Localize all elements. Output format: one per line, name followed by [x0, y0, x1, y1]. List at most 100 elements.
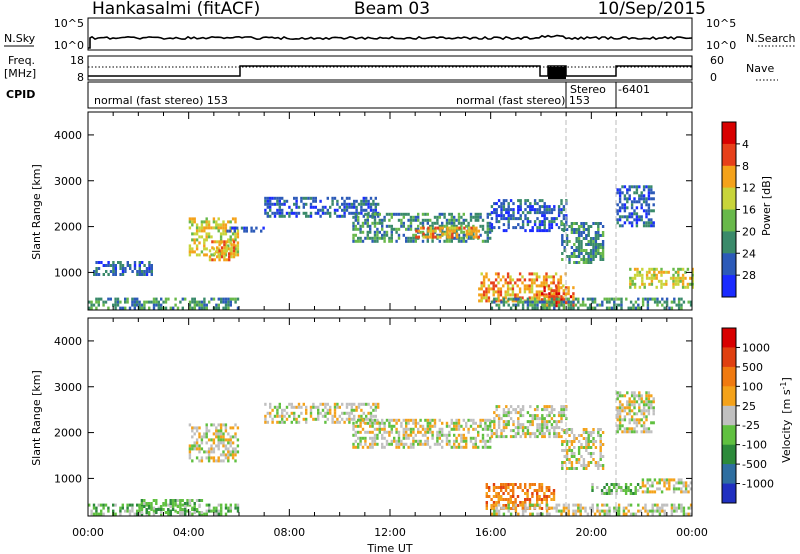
echo-cell	[212, 432, 216, 436]
echo-cell	[524, 435, 527, 439]
echo-cell	[623, 427, 627, 431]
echo-cell	[502, 506, 506, 510]
echo-cell	[597, 431, 600, 434]
echo-cell	[273, 214, 277, 218]
echo-cell	[112, 261, 115, 264]
echo-cell	[497, 214, 501, 218]
echo-cell	[462, 439, 465, 443]
echo-cell	[336, 214, 339, 218]
echo-cell	[562, 214, 566, 218]
echo-cell	[474, 442, 477, 446]
echo-cell	[557, 286, 561, 290]
echo-cell	[307, 196, 310, 200]
echo-cell	[545, 420, 549, 424]
echo-cell	[541, 417, 544, 421]
echo-cell	[573, 440, 576, 443]
echo-cell	[629, 285, 632, 289]
echo-cell	[281, 208, 284, 212]
echo-cell	[350, 405, 353, 409]
echo-cell	[545, 512, 549, 516]
echo-cell	[587, 240, 590, 243]
echo-cell	[217, 441, 220, 445]
echo-cell	[674, 279, 678, 283]
echo-cell	[677, 267, 680, 271]
echo-cell	[429, 229, 432, 233]
colorbar-tick-label: -500	[742, 458, 767, 471]
echo-cell	[626, 218, 629, 222]
echo-cell	[638, 409, 641, 413]
echo-cell	[613, 300, 616, 304]
echo-cell	[653, 490, 657, 494]
echo-cell	[216, 249, 219, 253]
echo-cell	[121, 506, 124, 510]
echo-cell	[266, 411, 269, 415]
echo-cell	[222, 226, 225, 230]
echo-cell	[543, 432, 546, 436]
echo-cell	[216, 240, 219, 244]
echo-cell	[543, 214, 546, 218]
echo-cell	[493, 202, 496, 206]
echo-cell	[652, 224, 655, 228]
echo-cell	[448, 439, 451, 443]
echo-cell	[689, 503, 693, 507]
echo-cell	[512, 202, 515, 206]
echo-cell	[305, 202, 308, 206]
echo-cell	[542, 275, 546, 279]
echo-cell	[519, 208, 522, 212]
echo-cell	[632, 492, 635, 495]
echo-cell	[229, 235, 232, 239]
echo-cell	[160, 512, 163, 516]
echo-cell	[626, 403, 629, 407]
echo-cell	[573, 452, 576, 455]
echo-cell	[361, 436, 365, 440]
echo-cell	[662, 270, 666, 274]
echo-cell	[616, 218, 619, 222]
echo-cell	[538, 211, 542, 215]
echo-cell	[448, 235, 452, 239]
echo-cell	[577, 458, 581, 461]
echo-cell	[636, 270, 639, 274]
echo-cell	[545, 405, 549, 409]
echo-cell	[148, 267, 151, 270]
echo-cell	[502, 214, 506, 218]
echo-cell	[371, 421, 374, 425]
echo-cell	[670, 503, 674, 507]
echo-cell	[331, 202, 334, 206]
echo-cell	[555, 420, 558, 424]
echo-cell	[385, 430, 389, 434]
echo-cell	[465, 229, 468, 233]
echo-cell	[630, 206, 634, 210]
echo-cell	[232, 255, 236, 259]
echo-cell	[443, 224, 446, 228]
echo-cell	[236, 426, 240, 430]
echo-cell	[234, 247, 237, 251]
echo-cell	[326, 196, 329, 200]
echo-cell	[548, 292, 551, 296]
echo-cell	[672, 282, 675, 286]
echo-cell	[663, 481, 666, 485]
echo-cell	[186, 502, 189, 505]
echo-cell	[369, 405, 373, 409]
echo-cell	[568, 428, 571, 431]
echo-cell	[295, 205, 298, 209]
echo-cell	[326, 408, 329, 412]
echo-cell	[541, 408, 544, 412]
echo-cell	[638, 418, 641, 422]
echo-cell	[630, 403, 634, 407]
echo-cell	[497, 303, 501, 307]
cpid-segment-3: Stereo	[570, 83, 606, 96]
echo-cell	[150, 267, 153, 270]
echo-cell	[506, 284, 510, 288]
echo-cell	[646, 300, 650, 304]
echo-cell	[633, 427, 636, 431]
echo-cell	[490, 223, 494, 227]
echo-cell	[652, 197, 655, 201]
echo-cell	[617, 512, 621, 516]
echo-cell	[126, 509, 129, 513]
echo-cell	[305, 408, 308, 412]
echo-cell	[107, 261, 110, 264]
echo-cell	[138, 505, 141, 508]
echo-cell	[427, 235, 430, 239]
echo-cell	[312, 417, 315, 421]
echo-cell	[646, 490, 649, 494]
